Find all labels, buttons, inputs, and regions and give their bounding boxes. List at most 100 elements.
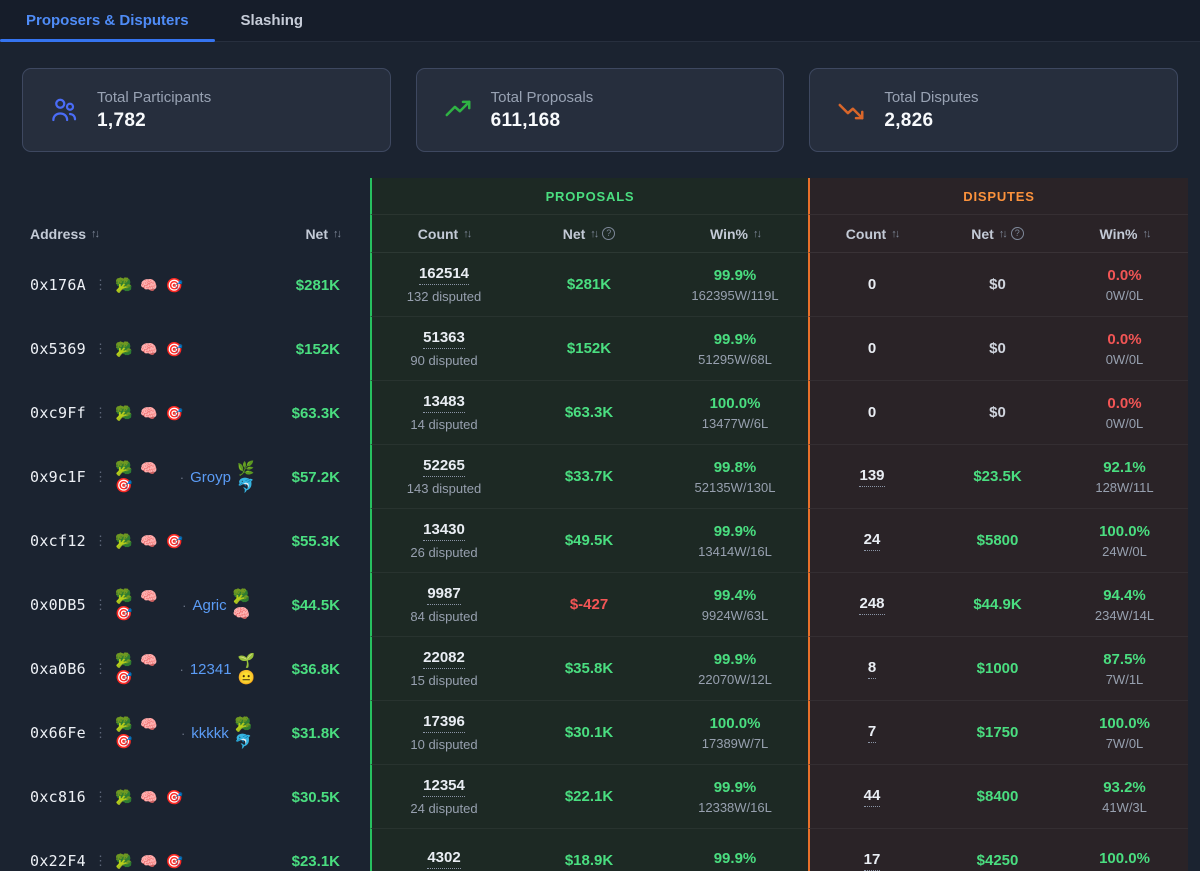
row-net-total: $55.3K <box>291 532 340 550</box>
header-address[interactable]: Address ↑↓ <box>30 226 100 242</box>
disputes-net: $1000 <box>976 660 1019 677</box>
kebab-menu-icon[interactable]: ⋮ <box>94 789 107 804</box>
disputes-count[interactable]: 24 <box>863 531 881 551</box>
name-separator: · <box>179 661 184 677</box>
proposals-win-pct: 100.0% <box>709 394 761 412</box>
proposals-win-pct: 99.9% <box>713 778 757 796</box>
disputes-count[interactable]: 44 <box>863 787 881 807</box>
proposals-count[interactable]: 22082 <box>423 649 465 669</box>
disputes-win-pct: 92.1% <box>1103 458 1146 476</box>
sort-icon: ↑↓ <box>91 228 100 240</box>
proposals-count[interactable]: 162514 <box>418 265 470 285</box>
row-name-label[interactable]: kkkkk <box>191 724 229 742</box>
proposals-disputed-sub: 14 disputed <box>410 417 478 432</box>
info-icon[interactable]: ? <box>602 227 616 240</box>
disputes-count[interactable]: 8 <box>867 659 877 679</box>
row-name-label[interactable]: Groyp <box>190 468 231 486</box>
row-net-total: $281K <box>295 276 340 294</box>
column-header-row: Address ↑↓ Net ↑↓ Count ↑↓ Net ↑↓ ? Win%… <box>0 215 1188 253</box>
row-address[interactable]: 0xcf12 <box>30 532 86 550</box>
proposals-count[interactable]: 12354 <box>423 777 465 797</box>
info-icon[interactable]: ? <box>1010 227 1024 240</box>
disputes-count[interactable]: 0 <box>867 276 877 293</box>
kebab-menu-icon[interactable]: ⋮ <box>94 853 107 868</box>
name-separator: · <box>179 469 185 485</box>
disputes-win-pct: 100.0% <box>1099 522 1150 540</box>
row-address[interactable]: 0x5369 <box>30 340 86 358</box>
header-proposals-count[interactable]: Count ↑↓ <box>370 215 516 253</box>
card-text: Total Proposals 611,168 <box>491 89 594 132</box>
disputes-win-pct: 100.0% <box>1099 850 1150 867</box>
row-net-total: $152K <box>295 340 340 358</box>
row-address[interactable]: 0x176A <box>30 276 86 294</box>
section-spacer <box>0 178 370 215</box>
disputes-win-pct: 0.0% <box>1107 330 1142 348</box>
proposals-win-loss: 52135W/130L <box>694 479 776 495</box>
proposals-win-loss: 12338W/16L <box>698 799 772 815</box>
disputes-count[interactable]: 0 <box>867 340 877 357</box>
header-net[interactable]: Net ↑↓ <box>305 226 342 242</box>
disputes-win-loss: 0W/0L <box>1105 351 1144 367</box>
tab-slashing[interactable]: Slashing <box>215 0 330 41</box>
kebab-menu-icon[interactable]: ⋮ <box>94 405 107 420</box>
tab-label: Proposers & Disputers <box>26 12 189 29</box>
table-row: 0x0DB5 ⋮ 🥦 🧠 🎯 · Agric 🥦 🧠 $44.5K 9987 8… <box>0 573 1188 637</box>
row-address[interactable]: 0x9c1F <box>30 468 86 486</box>
kebab-menu-icon[interactable]: ⋮ <box>94 341 107 356</box>
table-row: 0x9c1F ⋮ 🥦 🧠 🎯 · Groyp 🌿 🐬 $57.2K 52265 … <box>0 445 1188 509</box>
row-address[interactable]: 0xc9Ff <box>30 404 86 422</box>
row-address[interactable]: 0x22F4 <box>30 852 86 870</box>
proposals-disputed-sub: 24 disputed <box>410 801 478 816</box>
tab-proposers-disputers[interactable]: Proposers & Disputers <box>0 0 215 42</box>
table-row: 0x176A ⋮ 🥦 🧠 🎯 · $281K 162514 132 disput… <box>0 253 1188 317</box>
kebab-menu-icon[interactable]: ⋮ <box>94 725 107 740</box>
header-proposals-win[interactable]: Win% ↑↓ <box>662 215 808 253</box>
disputes-net: $0 <box>989 404 1006 421</box>
row-name: · Agric 🥦 🧠 <box>182 588 260 622</box>
disputes-win-loss: 7W/1L <box>1105 671 1144 687</box>
row-name-label[interactable]: Agric <box>192 596 227 614</box>
proposals-count[interactable]: 9987 <box>427 585 461 605</box>
sort-icon: ↑↓ <box>463 227 472 240</box>
disputes-win-loss: 7W/0L <box>1105 735 1144 751</box>
proposals-count[interactable]: 17396 <box>423 713 465 733</box>
row-address[interactable]: 0xa0B6 <box>30 660 86 678</box>
kebab-menu-icon[interactable]: ⋮ <box>94 277 107 292</box>
header-disputes-count[interactable]: Count ↑↓ <box>808 215 934 253</box>
disputes-win-loss: 0W/0L <box>1105 287 1144 303</box>
header-proposals-net[interactable]: Net ↑↓ ? <box>516 215 662 253</box>
disputes-count[interactable]: 139 <box>859 467 885 487</box>
disputes-count[interactable]: 248 <box>859 595 885 615</box>
kebab-menu-icon[interactable]: ⋮ <box>94 533 107 548</box>
disputes-win-pct: 93.2% <box>1103 778 1146 796</box>
proposals-count[interactable]: 51363 <box>423 329 465 349</box>
sort-icon: ↑↓ <box>752 227 762 240</box>
proposals-win-loss: 13414W/16L <box>698 543 772 559</box>
table-row: 0xcf12 ⋮ 🥦 🧠 🎯 · $55.3K 13430 26 dispute… <box>0 509 1188 573</box>
proposals-win-loss: 51295W/68L <box>698 351 772 367</box>
kebab-menu-icon[interactable]: ⋮ <box>94 597 107 612</box>
proposals-count[interactable]: 13430 <box>423 521 465 541</box>
row-badge-emojis: 🥦 🧠 🎯 <box>115 340 186 357</box>
header-disputes-net[interactable]: Net ↑↓ ? <box>934 215 1061 253</box>
row-address[interactable]: 0xc816 <box>30 788 86 806</box>
header-disputes-win[interactable]: Win% ↑↓ <box>1061 215 1188 253</box>
proposals-count[interactable]: 13483 <box>423 393 465 413</box>
table-row: 0xa0B6 ⋮ 🥦 🧠 🎯 · 12341 🌱 😐 $36.8K 22082 … <box>0 637 1188 701</box>
proposals-count[interactable]: 52265 <box>423 457 465 477</box>
row-name-label[interactable]: 12341 <box>189 660 232 678</box>
disputes-count[interactable]: 0 <box>867 404 877 421</box>
disputes-count[interactable]: 7 <box>867 723 877 743</box>
row-address[interactable]: 0x66Fe <box>30 724 86 742</box>
proposals-count[interactable]: 4302 <box>427 849 461 869</box>
disputes-count[interactable]: 17 <box>863 851 881 871</box>
kebab-menu-icon[interactable]: ⋮ <box>94 469 107 484</box>
row-net-total: $57.2K <box>291 468 340 486</box>
table-row: 0x22F4 ⋮ 🥦 🧠 🎯 · $23.1K 4302 $18.9K 99.9… <box>0 829 1188 871</box>
disputes-net: $0 <box>989 276 1006 293</box>
kebab-menu-icon[interactable]: ⋮ <box>94 661 107 676</box>
row-address[interactable]: 0x0DB5 <box>30 596 86 614</box>
row-net-total: $63.3K <box>291 404 340 422</box>
row-badge-emojis: 🥦 🧠 🎯 <box>115 852 186 869</box>
row-badge-emojis: 🥦 🧠 🎯 <box>115 716 160 749</box>
